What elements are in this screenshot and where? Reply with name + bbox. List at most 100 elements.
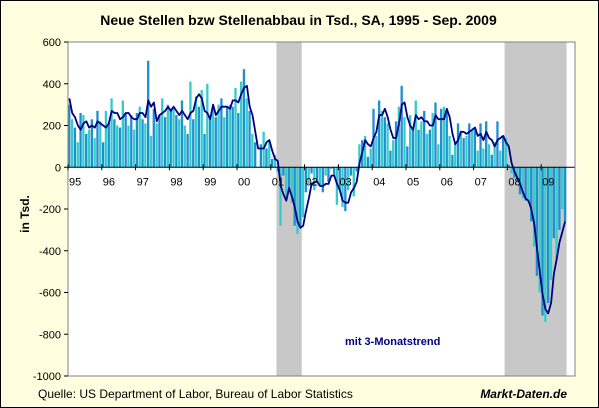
bar-116 [394,121,398,168]
bar-91 [324,167,327,176]
bar-112 [383,117,386,168]
bar-97 [341,167,344,207]
source-note: Quelle: US Department of Labor, Bureau o… [38,387,353,401]
bar-92 [327,167,330,182]
bar-60 [237,112,240,168]
x-tick-label-0: 95 [69,176,81,188]
x-tick-label-14: 09 [542,176,554,188]
bar-15 [110,98,113,168]
bar-20 [124,112,127,168]
x-tick-label-1: 96 [103,176,115,188]
bar-126 [423,110,426,168]
bar-30 [152,108,155,168]
bar-72 [270,158,274,168]
bar-22 [130,115,133,168]
bar-134 [445,110,448,168]
bar-74 [276,167,279,172]
y-tick-label-1: 400 [43,79,61,91]
bar-119 [403,117,406,168]
bar-144 [473,127,477,168]
bar-114 [389,150,392,168]
bar-76 [282,167,285,176]
bar-21 [127,125,130,168]
bar-95 [335,167,339,205]
bar-130 [434,102,437,168]
y-tick-label-2: 200 [43,121,61,133]
bar-156 [507,165,510,168]
x-tick-label-2: 97 [137,176,149,188]
x-tick-label-9: 04 [373,176,385,188]
bar-121 [408,115,412,168]
brand-label: Markt-Daten.de [480,387,567,401]
bar-43 [189,81,192,168]
bar-103 [358,144,361,168]
bar-131 [437,144,440,168]
bar-135 [448,135,451,168]
bar-115 [392,140,395,168]
bar-118 [400,85,403,168]
bar-48 [203,133,206,168]
bar-61 [239,81,243,168]
bar-70 [265,148,268,168]
bar-101 [352,167,355,197]
bar-143 [470,129,474,168]
bar-122 [411,127,415,168]
bar-12 [101,142,105,168]
bar-89 [318,167,322,187]
bar-53 [217,104,220,168]
bar-77 [285,167,288,197]
bar-146 [479,123,482,168]
bar-14 [107,123,110,168]
y-tick-label-4: -200 [39,204,61,216]
bar-167 [538,167,541,293]
bar-93 [330,167,333,170]
bar-36 [169,108,172,168]
bar-39 [178,119,181,168]
bar-52 [214,117,217,168]
bar-173 [555,167,558,260]
bar-87 [313,167,316,191]
bar-174 [558,167,561,230]
bar-86 [310,167,313,174]
bar-140 [462,138,465,168]
bar-69 [262,131,265,168]
bar-128 [428,129,431,168]
bar-4 [79,112,82,168]
bar-63 [245,98,248,168]
bar-132 [439,108,443,168]
trend-line [68,84,566,315]
bar-55 [223,117,226,168]
bar-75 [279,167,282,226]
bar-164 [530,167,533,222]
bar-120 [406,146,409,168]
bar-24 [135,112,139,168]
bar-163 [527,167,530,203]
bar-176 [563,167,567,222]
x-tick-label-4: 99 [204,176,216,188]
bar-161 [521,167,524,199]
bar-59 [234,87,237,168]
bar-82 [299,167,302,226]
bar-26 [141,119,144,168]
y-tick-label-8: -1000 [33,371,61,383]
bar-117 [397,106,401,168]
bar-47 [200,90,203,168]
bar-136 [451,154,454,168]
x-tick-label-3: 98 [170,176,182,188]
bar-137 [454,142,457,168]
y-tick-label-6: -600 [39,288,61,300]
bar-90 [321,167,324,193]
bar-96 [338,167,341,191]
bar-0 [68,104,71,168]
bar-38 [175,115,178,168]
bar-68 [259,144,262,168]
bar-13 [104,110,108,168]
x-tick-label-10: 05 [407,176,419,188]
x-tick-label-6: 01 [272,176,284,188]
bar-5 [82,115,85,168]
bar-78 [287,167,291,193]
bar-145 [476,150,479,168]
bar-7 [87,129,91,168]
bar-3 [76,142,79,168]
